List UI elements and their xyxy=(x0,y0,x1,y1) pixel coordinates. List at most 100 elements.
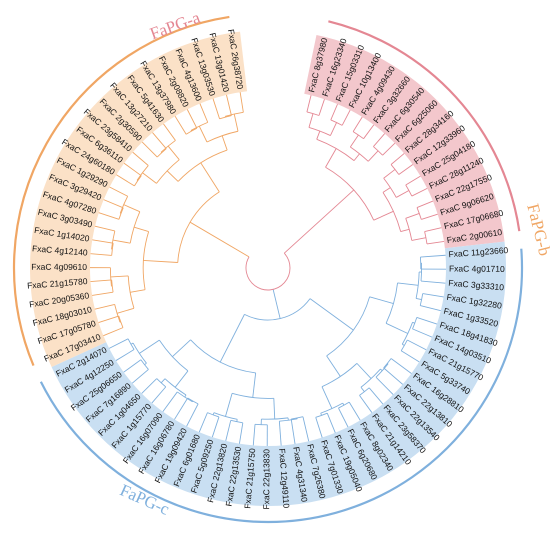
branch xyxy=(405,213,420,219)
tree-branches xyxy=(89,92,446,447)
group-sectors xyxy=(30,31,507,507)
branch xyxy=(359,395,373,413)
leaf-label: FxaC 3g33310 xyxy=(448,278,505,293)
group-label-fapg-b: FaPG-b xyxy=(523,202,550,258)
branch xyxy=(141,141,158,158)
branch xyxy=(127,275,135,309)
branch xyxy=(390,153,405,165)
branch xyxy=(283,189,355,254)
branch xyxy=(316,130,321,140)
branch xyxy=(118,207,124,220)
branch xyxy=(112,239,131,244)
branch xyxy=(164,378,187,396)
branch xyxy=(291,416,304,420)
branch xyxy=(166,170,179,182)
branch xyxy=(397,282,419,286)
branch xyxy=(136,165,149,181)
branch xyxy=(341,109,351,126)
group-label-fapg-c: FaPG-c xyxy=(117,480,173,519)
branch xyxy=(342,402,345,406)
branch xyxy=(94,303,115,310)
branch xyxy=(160,378,166,384)
branch xyxy=(348,401,361,421)
branch xyxy=(412,328,433,338)
branch xyxy=(330,103,338,121)
arc-fapg-b xyxy=(12,15,230,367)
group-arcs xyxy=(12,15,524,524)
branch xyxy=(326,355,341,377)
branch xyxy=(383,177,397,198)
branch xyxy=(373,146,383,156)
arc-fapg-a xyxy=(328,20,521,232)
branch xyxy=(90,279,112,283)
branch xyxy=(368,387,384,405)
branch xyxy=(400,339,408,351)
branch xyxy=(411,187,428,197)
branch xyxy=(110,275,129,278)
branch xyxy=(90,253,112,256)
branch xyxy=(424,227,442,233)
branch xyxy=(98,315,119,323)
leaf-label: FxaC 11g23660 xyxy=(448,245,509,259)
branch xyxy=(144,362,147,366)
branch xyxy=(325,148,337,168)
branch xyxy=(139,339,160,354)
branch xyxy=(369,296,394,305)
branch xyxy=(134,175,142,187)
branch xyxy=(131,369,149,384)
branch xyxy=(422,293,444,298)
branch xyxy=(326,412,336,433)
branch xyxy=(252,372,257,398)
branch xyxy=(416,298,422,301)
branch xyxy=(109,267,112,287)
branch xyxy=(92,291,114,296)
branch xyxy=(278,421,282,446)
branch xyxy=(111,230,116,250)
branch xyxy=(199,103,209,123)
branch xyxy=(349,134,359,148)
branch xyxy=(225,393,233,417)
branch xyxy=(400,350,420,363)
branch xyxy=(373,133,386,147)
branch xyxy=(318,99,325,116)
branch xyxy=(272,289,281,319)
branch xyxy=(315,417,323,438)
branch xyxy=(426,240,445,245)
branch xyxy=(352,131,364,140)
branch xyxy=(103,199,124,209)
branch xyxy=(238,422,244,444)
branch xyxy=(94,225,115,232)
branch xyxy=(244,298,311,321)
branch xyxy=(130,289,146,293)
branch xyxy=(219,314,245,363)
branch xyxy=(162,391,178,412)
arc-fapg-c xyxy=(39,248,524,524)
branch xyxy=(98,212,120,220)
branch xyxy=(390,164,400,175)
branch xyxy=(405,175,421,186)
branch xyxy=(400,228,410,233)
branch xyxy=(132,342,147,364)
branch xyxy=(360,386,365,392)
branch xyxy=(189,221,250,258)
leaf-label: FxaC 4g09610 xyxy=(31,262,87,272)
branch xyxy=(252,424,256,446)
branch xyxy=(353,153,360,161)
branch xyxy=(360,368,381,388)
branch xyxy=(119,196,129,214)
branch xyxy=(306,111,320,116)
leaf-label: FxaC 12g49110 xyxy=(277,448,291,509)
branch xyxy=(172,339,191,358)
branch xyxy=(111,279,114,293)
sector-fapg-b xyxy=(30,31,248,368)
branch xyxy=(383,358,392,369)
branch xyxy=(245,252,291,291)
branch xyxy=(123,204,140,213)
branch xyxy=(123,162,142,177)
branch xyxy=(151,386,167,404)
branch xyxy=(211,416,220,438)
branch xyxy=(279,418,298,422)
branch xyxy=(306,95,312,113)
branch xyxy=(356,363,372,379)
